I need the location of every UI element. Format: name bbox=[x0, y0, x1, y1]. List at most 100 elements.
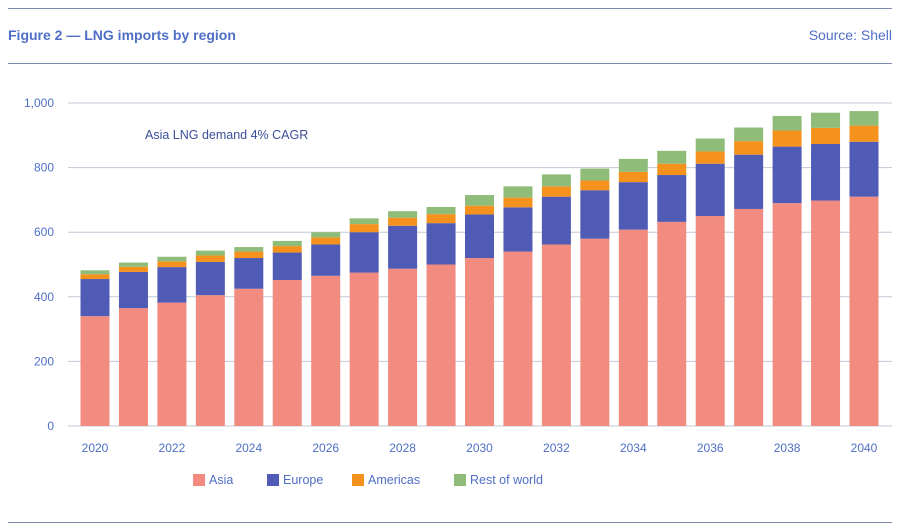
x-tick-label: 2026 bbox=[312, 441, 339, 455]
bar-rest-of-world-2034 bbox=[618, 158, 648, 172]
bar-europe-2021 bbox=[118, 271, 148, 309]
bar-rest-of-world-2030 bbox=[465, 195, 494, 206]
chart-annotation: Asia LNG demand 4% CAGR bbox=[145, 128, 308, 142]
bar-europe-2036 bbox=[695, 163, 725, 217]
bar-americas-2021 bbox=[118, 266, 148, 272]
figure-title: Figure 2 — LNG imports by region bbox=[8, 27, 236, 43]
bar-stack-2039 bbox=[811, 112, 841, 426]
x-tick-label: 2030 bbox=[466, 441, 493, 455]
bar-stack-2035 bbox=[657, 150, 687, 426]
bar-asia-2040 bbox=[849, 196, 879, 426]
bar-rest-of-world-2032 bbox=[541, 174, 571, 187]
bar-rest-of-world-2033 bbox=[580, 168, 610, 181]
bar-europe-2028 bbox=[388, 225, 418, 269]
top-rule bbox=[8, 8, 892, 9]
bar-stack-2029 bbox=[426, 207, 456, 426]
x-tick-label: 2038 bbox=[774, 441, 801, 455]
bar-europe-2039 bbox=[811, 144, 841, 201]
x-tick-label: 2032 bbox=[543, 441, 570, 455]
bar-rest-of-world-2024 bbox=[234, 247, 264, 252]
bar-stack-2025 bbox=[272, 240, 302, 426]
bar-asia-2029 bbox=[426, 264, 456, 426]
bar-americas-2023 bbox=[195, 255, 225, 262]
bar-americas-2034 bbox=[618, 171, 648, 183]
bar-europe-2037 bbox=[734, 154, 764, 209]
bar-asia-2028 bbox=[388, 268, 418, 426]
bar-americas-2033 bbox=[580, 180, 610, 191]
legend-label: Asia bbox=[209, 473, 233, 487]
bar-europe-2026 bbox=[311, 244, 341, 276]
bar-asia-2020 bbox=[80, 316, 110, 426]
bar-europe-2032 bbox=[541, 196, 571, 245]
x-tick-label: 2028 bbox=[389, 441, 416, 455]
bar-stack-2032 bbox=[541, 174, 571, 426]
bar-rest-of-world-2026 bbox=[311, 232, 341, 238]
bar-asia-2034 bbox=[618, 229, 648, 426]
bar-stack-2028 bbox=[388, 211, 418, 426]
bar-asia-2036 bbox=[695, 216, 725, 426]
bar-europe-2035 bbox=[657, 175, 687, 222]
bar-stack-2030 bbox=[465, 195, 494, 426]
bar-asia-2037 bbox=[734, 208, 764, 426]
x-tick-label: 2036 bbox=[697, 441, 724, 455]
bar-europe-2034 bbox=[618, 182, 648, 230]
bar-stack-2040 bbox=[849, 111, 879, 426]
bar-asia-2024 bbox=[234, 288, 264, 426]
bar-europe-2020 bbox=[80, 279, 110, 317]
bar-stack-2020 bbox=[80, 270, 110, 426]
y-tick-label: 400 bbox=[34, 290, 54, 304]
y-axis-ticks: 0 200 400 600 800 1,000 bbox=[24, 96, 54, 433]
bar-europe-2023 bbox=[195, 261, 225, 296]
legend-item-asia: Asia bbox=[193, 473, 233, 487]
y-tick-label: 0 bbox=[47, 419, 54, 433]
bar-europe-2031 bbox=[503, 207, 533, 252]
bar-rest-of-world-2040 bbox=[849, 111, 879, 126]
bar-americas-2022 bbox=[157, 261, 187, 268]
bar-americas-2029 bbox=[426, 214, 456, 224]
bar-asia-2022 bbox=[157, 302, 187, 426]
bar-americas-2036 bbox=[695, 151, 725, 164]
bar-stack-2026 bbox=[311, 232, 341, 426]
bar-stack-2021 bbox=[118, 262, 148, 426]
bar-americas-2031 bbox=[503, 197, 533, 208]
bar-asia-2030 bbox=[465, 258, 494, 426]
bar-asia-2025 bbox=[272, 280, 302, 426]
bar-americas-2039 bbox=[811, 127, 841, 145]
bar-stack-2031 bbox=[503, 186, 533, 426]
bar-europe-2038 bbox=[772, 146, 802, 204]
bar-rest-of-world-2025 bbox=[272, 240, 302, 247]
x-axis-ticks: 2020 2022 2024 2026 2028 2030 2032 2034 2036 2038… bbox=[82, 441, 878, 455]
legend-label: Europe bbox=[283, 473, 323, 487]
bar-stack-2022 bbox=[157, 256, 187, 426]
bar-rest-of-world-2036 bbox=[695, 138, 725, 152]
y-tick-label: 800 bbox=[34, 161, 54, 175]
x-tick-label: 2020 bbox=[82, 441, 109, 455]
bar-americas-2026 bbox=[311, 237, 341, 245]
bar-americas-2020 bbox=[80, 274, 110, 280]
bar-europe-2024 bbox=[234, 258, 264, 289]
bar-americas-2040 bbox=[849, 125, 879, 142]
bar-asia-2032 bbox=[541, 244, 571, 426]
bar-rest-of-world-2021 bbox=[118, 262, 148, 267]
bar-stack-2038 bbox=[772, 115, 802, 426]
bar-asia-2026 bbox=[311, 275, 341, 426]
bar-europe-2027 bbox=[349, 232, 379, 273]
bottom-rule bbox=[8, 522, 892, 523]
bar-stack-2036 bbox=[695, 138, 725, 426]
bar-asia-2031 bbox=[503, 251, 533, 426]
bar-americas-2038 bbox=[772, 130, 802, 147]
x-tick-label: 2034 bbox=[620, 441, 647, 455]
legend-swatch bbox=[352, 474, 364, 486]
bar-rest-of-world-2031 bbox=[503, 186, 533, 198]
bar-americas-2030 bbox=[465, 205, 494, 215]
bar-rest-of-world-2022 bbox=[157, 256, 187, 262]
bar-asia-2039 bbox=[811, 200, 841, 426]
bar-americas-2024 bbox=[234, 251, 264, 259]
legend-label: Americas bbox=[368, 473, 420, 487]
bar-europe-2029 bbox=[426, 223, 456, 265]
bar-rest-of-world-2037 bbox=[734, 127, 764, 142]
y-tick-label: 200 bbox=[34, 354, 54, 368]
legend-item-americas: Americas bbox=[352, 473, 420, 487]
x-tick-label: 2022 bbox=[159, 441, 186, 455]
